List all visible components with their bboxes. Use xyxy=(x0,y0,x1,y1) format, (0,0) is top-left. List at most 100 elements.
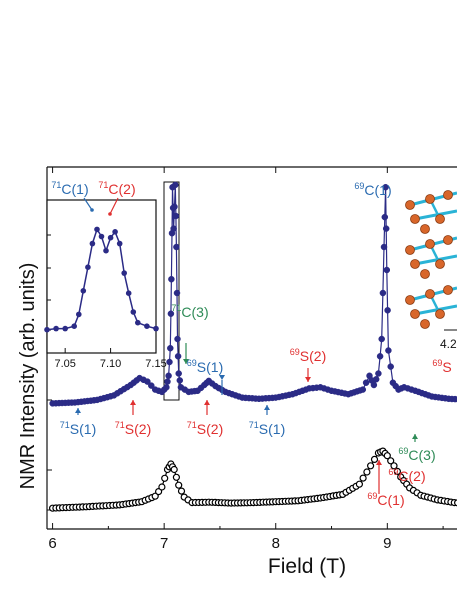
data-point xyxy=(360,475,366,481)
inset-x-tick-label: 7.10 xyxy=(100,358,121,370)
data-point xyxy=(364,469,370,475)
data-point xyxy=(380,290,386,296)
data-point xyxy=(173,474,179,480)
atom xyxy=(421,320,430,329)
inset-arrow-tip xyxy=(90,208,94,212)
isotope-superscript: 69 xyxy=(388,467,398,477)
x-tick-label: 8 xyxy=(272,535,280,552)
inset-data-point xyxy=(53,326,59,332)
data-point xyxy=(163,384,169,390)
peak-label-text: 71S(2) xyxy=(187,420,223,437)
isotope-superscript: 69 xyxy=(367,491,377,501)
isotope-superscript: 69 xyxy=(398,446,408,456)
inset-x-tick-label: 7.05 xyxy=(54,358,75,370)
data-point xyxy=(173,213,179,219)
inset-data-point xyxy=(117,241,123,247)
isotope-superscript: 69 xyxy=(290,347,300,357)
y-axis-label: NMR Intensity (arb. units) xyxy=(17,263,39,490)
atom xyxy=(421,225,430,234)
data-point xyxy=(368,463,374,469)
arrow-head xyxy=(204,400,210,405)
data-point xyxy=(167,359,173,365)
inset-x-tick-label: 7.15 xyxy=(145,358,166,370)
data-point xyxy=(168,276,174,282)
data-point xyxy=(381,244,387,250)
atom xyxy=(411,260,420,269)
inset-data-point xyxy=(94,227,100,233)
data-point xyxy=(377,353,383,359)
inset-data-point xyxy=(131,309,137,315)
data-point xyxy=(385,348,391,354)
data-point xyxy=(388,364,394,370)
inset-data-point xyxy=(44,327,50,333)
data-point xyxy=(360,387,366,393)
isotope-superscript: 71 xyxy=(249,420,259,430)
x-tick-label: 7 xyxy=(160,535,168,552)
inset-data-point xyxy=(153,326,159,332)
site-label: S xyxy=(442,359,451,375)
inset-arrow-tip xyxy=(108,212,112,216)
site-label: S(1) xyxy=(259,421,285,437)
data-point xyxy=(373,376,379,382)
peak-label-text: 71S(2) xyxy=(115,420,151,437)
inset-data-point xyxy=(126,290,132,296)
atom xyxy=(406,201,415,210)
data-point xyxy=(162,475,168,481)
atom xyxy=(436,310,445,319)
x-tick-label: 6 xyxy=(48,535,56,552)
data-point xyxy=(174,290,180,296)
inset-data-point xyxy=(81,288,87,294)
data-point xyxy=(375,371,381,377)
inset-data-point xyxy=(108,235,114,241)
data-point xyxy=(171,467,177,473)
peak-label-69-S2: 69S(2) xyxy=(290,347,326,382)
arrow-head xyxy=(305,377,311,382)
crystal-structure-inset: 4.2 xyxy=(400,168,457,354)
inset-data-point xyxy=(112,229,118,235)
data-point xyxy=(176,371,182,377)
inset-label-text: 71C(2) xyxy=(98,180,135,197)
peak-label-text: 69C(2) xyxy=(388,467,425,484)
peak-label-71-S1: 71S(1) xyxy=(60,408,96,437)
peak-label-text: 71S(1) xyxy=(249,420,285,437)
atom xyxy=(444,286,453,295)
peak-label-69-S: 69S xyxy=(432,358,451,375)
data-point xyxy=(165,379,171,385)
data-point xyxy=(356,481,362,487)
peak-label-69-C3: 69C(3) xyxy=(398,434,435,463)
site-label: C(3) xyxy=(181,304,208,320)
atom xyxy=(436,215,445,224)
inset-data-point xyxy=(121,270,127,276)
peak-label-text: 69S(2) xyxy=(290,347,326,364)
x-axis-label: Field (T) xyxy=(268,555,346,578)
peak-label-text: 71S(1) xyxy=(60,420,96,437)
x-tick-label: 9 xyxy=(383,535,391,552)
site-label: S(1) xyxy=(197,359,223,375)
isotope-superscript: 71 xyxy=(187,420,197,430)
data-point xyxy=(384,267,390,273)
site-label: S(1) xyxy=(70,421,96,437)
inset-data-point xyxy=(90,241,96,247)
arrow-head xyxy=(264,405,270,410)
atom xyxy=(411,310,420,319)
data-point xyxy=(166,373,172,379)
site-label: C(3) xyxy=(408,447,435,463)
atom xyxy=(444,236,453,245)
data-point xyxy=(176,482,182,488)
inset-data-point xyxy=(85,264,91,270)
arrow-head xyxy=(412,434,418,439)
atom xyxy=(406,246,415,255)
inset-data-point xyxy=(71,323,77,329)
isotope-superscript: 71 xyxy=(171,303,181,313)
site-label: C(1) xyxy=(377,492,404,508)
data-point xyxy=(372,456,378,462)
atom xyxy=(426,290,435,299)
data-point xyxy=(167,345,173,351)
inset-data-point xyxy=(135,320,141,326)
inset-label-text: 71C(1) xyxy=(51,180,88,197)
data-point xyxy=(385,307,391,313)
peak-label-71-S1: 71S(1) xyxy=(249,405,285,437)
data-point xyxy=(175,353,181,359)
atom xyxy=(411,215,420,224)
